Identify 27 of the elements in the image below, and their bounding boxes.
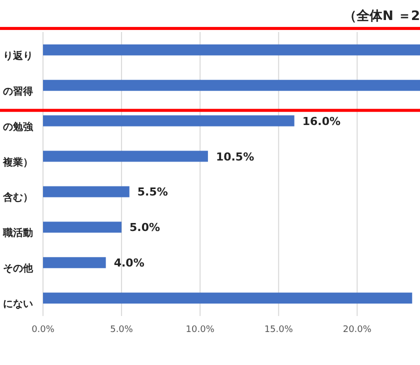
- data-label: 5.5%: [137, 186, 168, 199]
- y-tick-label: の勉強: [3, 120, 34, 133]
- x-tick-label: 0.0%: [32, 325, 55, 335]
- data-label: 4.0%: [114, 256, 144, 270]
- y-tick-label: 複業）: [2, 156, 33, 168]
- bar: [43, 222, 122, 233]
- x-tick-label: 10.0%: [186, 325, 215, 335]
- x-tick-label: 15.0%: [264, 325, 294, 335]
- x-tick-label: 20.0%: [342, 325, 372, 335]
- y-tick-label: 職活動: [2, 227, 33, 240]
- text: （全体N ＝2: [344, 9, 420, 24]
- data-label: 10.5%: [216, 150, 254, 164]
- y-tick-label: の習得: [3, 85, 33, 98]
- bar: [43, 292, 412, 304]
- data-label: 16.0%: [302, 114, 341, 128]
- y-tick-label: り返り: [3, 50, 33, 62]
- data-label: 5.0%: [130, 221, 160, 234]
- y-tick-label: 含む）: [2, 192, 33, 204]
- bar: [43, 80, 420, 91]
- bar: [43, 257, 106, 268]
- bar: [43, 150, 208, 162]
- bar: [43, 115, 294, 126]
- bar: [43, 186, 130, 198]
- y-tick-label: にない: [3, 299, 33, 310]
- bar: [43, 44, 420, 56]
- y-tick-label: その他: [3, 262, 34, 275]
- x-tick-label: 5.0%: [110, 325, 134, 335]
